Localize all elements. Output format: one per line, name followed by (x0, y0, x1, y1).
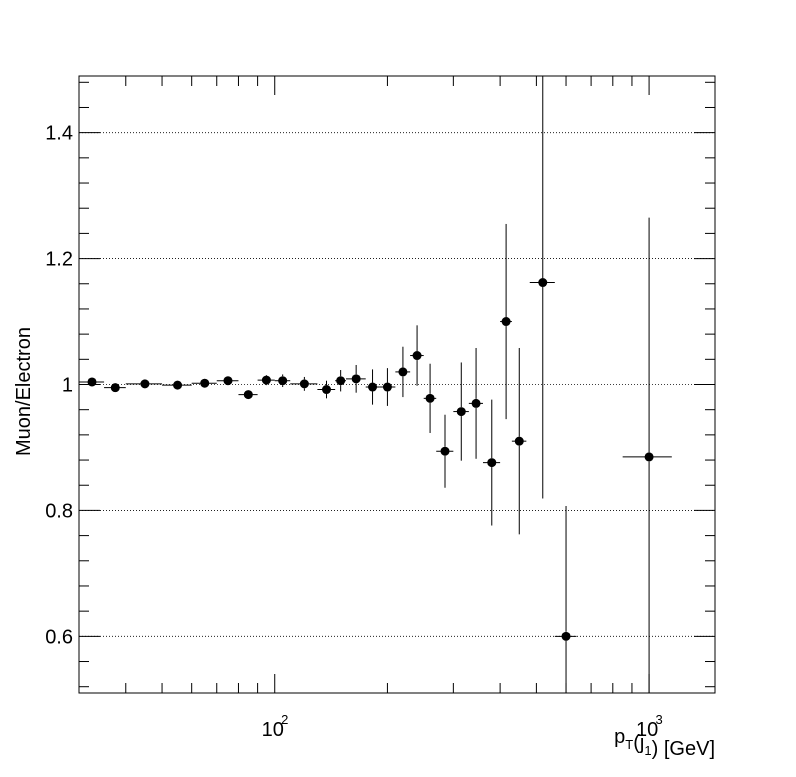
data-point (238, 390, 258, 400)
data-point (274, 374, 291, 388)
grid-layer (79, 132, 715, 637)
x-axis-title-subscript: T (625, 737, 633, 752)
data-marker (425, 393, 435, 403)
data-point (216, 376, 239, 386)
data-marker (299, 379, 309, 389)
x-tick-label-exponent: 2 (281, 712, 288, 727)
y-tick-label: 1.2 (45, 249, 73, 271)
data-point (317, 380, 336, 399)
data-point (500, 223, 512, 420)
y-tick-label: 1 (62, 375, 73, 397)
data-marker (514, 436, 524, 446)
data-marker (471, 398, 481, 408)
x-axis-title-text: ( (633, 732, 640, 754)
data-point (554, 506, 577, 693)
x-axis-title-text: [ (664, 738, 670, 760)
data-point (482, 399, 501, 526)
data-layer (79, 76, 672, 693)
data-point (423, 363, 437, 433)
data-point (191, 378, 217, 388)
data-point (104, 383, 126, 393)
data-point (290, 376, 318, 391)
data-point (468, 347, 483, 459)
data-marker (243, 390, 253, 400)
y-axis-title: Muon/Electron (13, 327, 35, 456)
data-marker (200, 378, 210, 388)
x-tick-label-exponent: 3 (655, 712, 662, 727)
ticks-layer (78, 76, 715, 693)
data-marker (561, 631, 571, 641)
plot-frame (78, 75, 716, 694)
data-marker (322, 385, 332, 395)
data-point (395, 346, 411, 398)
y-tick-label: 0.6 (45, 626, 73, 648)
x-axis-title-text: V (696, 738, 710, 760)
data-point (257, 375, 275, 386)
x-tick-label: 10 (636, 719, 658, 741)
data-point (436, 414, 454, 488)
data-marker (87, 377, 97, 387)
data-point (365, 369, 380, 405)
data-marker (398, 367, 408, 377)
x-axis-title-subscript: 1 (644, 743, 651, 758)
data-point (529, 76, 555, 499)
data-marker (412, 351, 422, 361)
x-axis-title-text: G (669, 738, 685, 760)
y-tick-label: 1.4 (45, 123, 73, 145)
data-point (622, 217, 672, 693)
data-marker (456, 407, 466, 417)
data-marker (140, 379, 150, 389)
data-point (79, 377, 105, 387)
data-marker (644, 452, 654, 462)
data-marker (487, 458, 497, 468)
data-point (410, 325, 424, 386)
x-axis-title-text: e (685, 738, 696, 760)
data-marker (538, 278, 548, 288)
x-axis-title-text: p (614, 726, 625, 748)
y-tick-label: 0.8 (45, 500, 73, 522)
data-point (511, 347, 527, 535)
data-marker (261, 375, 271, 385)
data-marker (351, 374, 361, 384)
data-point (379, 368, 396, 406)
data-point (162, 380, 192, 390)
data-marker (110, 383, 120, 393)
data-marker (382, 382, 392, 392)
x-axis-title-text: ] (709, 738, 715, 760)
data-marker (278, 376, 288, 386)
data-marker (368, 382, 378, 392)
x-axis-title-text: j (639, 732, 644, 754)
x-tick-label: 10 (262, 719, 284, 741)
data-point (453, 362, 469, 461)
data-point (125, 379, 163, 389)
x-axis-title-text: ) (652, 738, 659, 760)
data-marker (501, 317, 511, 327)
data-marker (173, 380, 183, 390)
data-marker (336, 376, 346, 386)
data-marker (223, 376, 233, 386)
data-marker (440, 446, 450, 456)
x-axis-title: pT(j1) [GeV] (614, 726, 715, 760)
data-point (345, 364, 366, 393)
data-point (335, 370, 346, 392)
